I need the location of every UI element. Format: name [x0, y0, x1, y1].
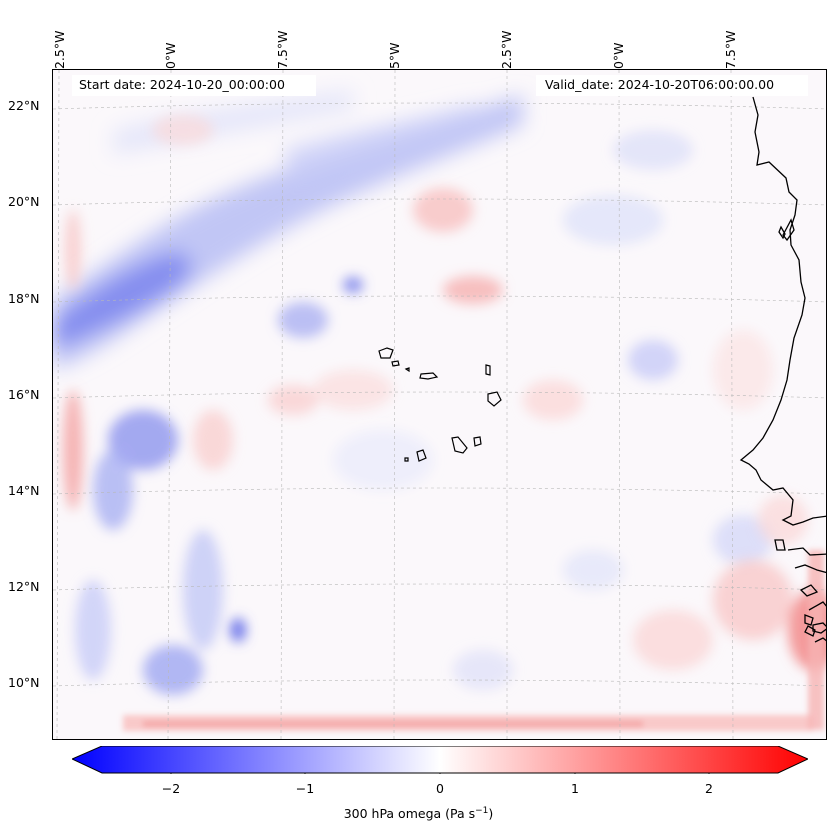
lat-label-16n: 16°N [8, 387, 40, 402]
lat-label-18n: 18°N [8, 291, 40, 306]
colorbar [70, 745, 810, 778]
red-descent-patches [63, 115, 826, 670]
colorbar-tick-neg2: −2 [161, 781, 181, 796]
colorbar-label-text: 300 hPa omega (Pa s [343, 806, 476, 822]
graticule [53, 70, 826, 739]
start-date-box [72, 75, 316, 96]
lat-label-22n: 22°N [8, 98, 40, 113]
bottom-boundary-strip [123, 550, 824, 731]
colorbar-tick-0: 0 [436, 781, 444, 796]
blue-patches-west [75, 130, 773, 695]
start-date-text: Start date: 2024-10-20_00:00:00 [79, 77, 285, 92]
colorbar-tick-neg1: −1 [295, 781, 315, 796]
colorbar-svg [70, 745, 810, 777]
lat-label-14n: 14°N [8, 483, 40, 498]
valid-date-box [536, 75, 808, 96]
colorbar-tick-2: 2 [705, 781, 713, 796]
lat-label-20n: 20°N [8, 194, 40, 209]
lat-label-10n: 10°N [8, 675, 40, 690]
colorbar-label-close: ) [488, 806, 494, 822]
cape-verde-islands [378, 347, 502, 462]
omega-field-map[interactable] [52, 69, 827, 740]
african-coastline [739, 96, 826, 643]
omega-field-svg [53, 70, 826, 739]
colorbar-label-exponent: −1 [475, 806, 489, 816]
lat-label-12n: 12°N [8, 579, 40, 594]
colorbar-tick-1: 1 [571, 781, 579, 796]
colorbar-label: 300 hPa omega (Pa s−1) [0, 806, 837, 821]
colorbar-gradient [70, 745, 810, 774]
valid-date-text: Valid_date: 2024-10-20T06:00:00.00 [545, 77, 775, 92]
